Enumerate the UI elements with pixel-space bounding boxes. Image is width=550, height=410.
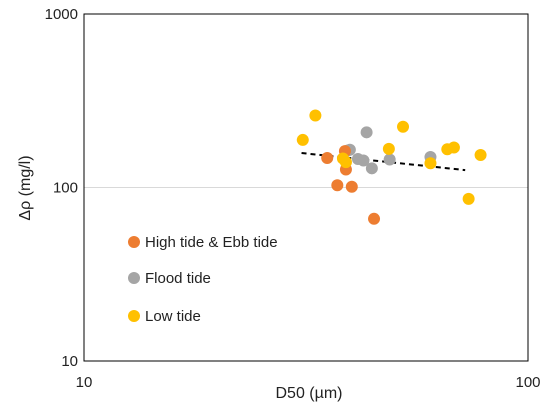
y-tick-label-1000: 1000 xyxy=(45,6,78,23)
point-low-tide-5 xyxy=(382,142,395,155)
legend-label-high-tide-ebb-tide: High tide & Ebb tide xyxy=(145,234,278,251)
point-flood-tide-6 xyxy=(365,162,378,175)
legend-marker-flood-tide xyxy=(128,272,140,284)
legend-item-flood-tide: Flood tide xyxy=(128,270,211,287)
point-low-tide-10 xyxy=(462,192,475,205)
point-flood-tide-5 xyxy=(360,126,373,139)
point-high-tide-ebb-tide-6 xyxy=(368,212,381,225)
legend-label-flood-tide: Flood tide xyxy=(145,270,211,287)
x-tick-label-10: 10 xyxy=(76,374,93,391)
legend-label-low-tide: Low tide xyxy=(145,308,201,325)
point-low-tide-6 xyxy=(397,120,410,133)
point-low-tide-9 xyxy=(447,141,460,154)
point-high-tide-ebb-tide-2 xyxy=(331,179,344,192)
legend-marker-low-tide xyxy=(128,310,140,322)
x-axis-label: D50 (µm) xyxy=(276,385,343,402)
y-tick-label-10: 10 xyxy=(61,353,78,370)
x-tick-label-100: 100 xyxy=(515,374,540,391)
point-flood-tide-7 xyxy=(383,153,396,166)
point-flood-tide-4 xyxy=(357,154,370,167)
point-low-tide-1 xyxy=(296,133,309,146)
series-low-tide xyxy=(296,109,487,205)
legend-item-high-tide-ebb-tide: High tide & Ebb tide xyxy=(128,234,278,251)
y-tick-label-100: 100 xyxy=(53,180,78,197)
axis-tick-labels: 10 100 1000 10 100 xyxy=(45,6,541,391)
point-low-tide-7 xyxy=(424,157,437,170)
point-high-tide-ebb-tide-5 xyxy=(345,180,358,193)
data-points xyxy=(296,109,487,225)
legend-item-low-tide: Low tide xyxy=(128,308,201,325)
plot-area-frame xyxy=(83,13,529,362)
y-axis-label: Δρ (mg/l) xyxy=(17,155,34,220)
point-high-tide-ebb-tide-1 xyxy=(321,151,334,164)
legend: High tide & Ebb tide Flood tide Low tide xyxy=(128,234,278,325)
legend-marker-high-tide-ebb-tide xyxy=(128,236,140,248)
point-low-tide-11 xyxy=(474,148,487,161)
point-low-tide-4 xyxy=(339,156,352,169)
point-low-tide-2 xyxy=(309,109,322,122)
